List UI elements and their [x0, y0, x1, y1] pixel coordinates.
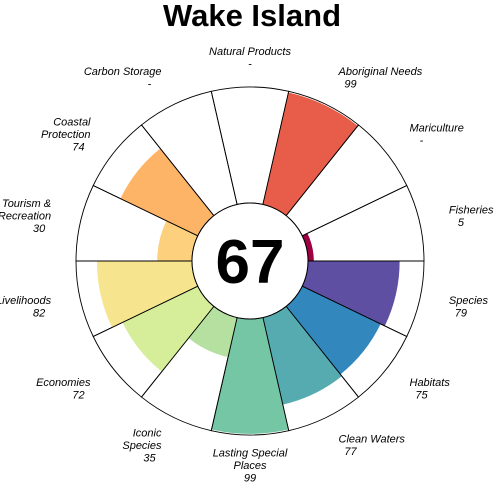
petal-name-economies: Economies	[36, 377, 91, 389]
petal-value-tourism-recreation: 30	[33, 223, 46, 235]
petal-value-clean-waters: 77	[344, 446, 357, 458]
petal-label-lasting-special-places: Lasting Special Places 99	[213, 448, 288, 485]
petal-name-iconic-species: Species	[122, 440, 162, 452]
petal-name-coastal-protection: Coastal	[53, 116, 91, 128]
petal-fill-fisheries	[302, 233, 314, 261]
petal-fill-coastal-protection	[120, 148, 214, 236]
petal-name-mariculture: Mariculture	[410, 123, 464, 135]
petal-name-fisheries: Fisheries	[449, 204, 494, 216]
chart-title: Wake Island	[163, 0, 341, 33]
petal-name-livelihoods: Livelihoods	[0, 295, 52, 307]
petal-name-clean-waters: Clean Waters	[339, 434, 406, 446]
petal-value-carbon-storage: -	[148, 79, 152, 91]
petal-name-lasting-special-places: Lasting Special	[213, 448, 288, 460]
petal-value-coastal-protection: 74	[72, 141, 84, 153]
petal-name-coastal-protection: Protection	[41, 129, 91, 141]
petal-label-coastal-protection: Coastal Protection 74	[41, 116, 91, 153]
petal-fill-tourism-recreation	[157, 220, 198, 261]
petal-value-lasting-special-places: 99	[244, 473, 256, 485]
petal-name-iconic-species: Iconic	[133, 427, 162, 439]
petal-name-habitats: Habitats	[410, 377, 451, 389]
petal-label-tourism-recreation: Tourism & Recreation 30	[0, 198, 51, 235]
petal-value-fisheries: 5	[458, 217, 465, 229]
petal-value-economies: 72	[72, 389, 84, 401]
petal-label-economies: Economies 72	[36, 377, 91, 402]
petal-label-clean-waters: Clean Waters 77	[339, 434, 406, 459]
overall-score: 67	[216, 228, 285, 297]
petal-fill-iconic-species	[188, 306, 238, 358]
petal-label-species: Species 79	[449, 295, 489, 320]
petal-value-species: 79	[455, 308, 467, 320]
petal-value-iconic-species: 35	[143, 452, 156, 464]
petal-label-natural-products: Natural Products -	[209, 46, 291, 71]
petal-fill-aboriginal-needs	[262, 92, 358, 216]
petal-value-aboriginal-needs: 99	[344, 79, 356, 91]
petal-name-carbon-storage: Carbon Storage	[84, 66, 162, 78]
petal-label-habitats: Habitats 75	[410, 377, 451, 402]
petal-fill-habitats	[286, 286, 381, 375]
petal-name-lasting-special-places: Places	[233, 460, 267, 472]
petal-label-fisheries: Fisheries 5	[449, 204, 494, 229]
petal-name-species: Species	[449, 295, 489, 307]
petal-name-tourism-recreation: Recreation	[0, 211, 51, 223]
petal-label-aboriginal-needs: Aboriginal Needs 99	[338, 66, 423, 91]
petal-value-habitats: 75	[415, 389, 428, 401]
petal-fill-economies	[122, 286, 214, 372]
petal-label-carbon-storage: Carbon Storage -	[84, 66, 162, 91]
petals-group	[75, 86, 425, 436]
petal-outline-fisheries	[301, 184, 425, 262]
petal-value-livelihoods: 82	[33, 308, 45, 320]
petal-label-mariculture: Mariculture -	[410, 123, 464, 148]
petal-fill-clean-waters	[262, 306, 342, 405]
petal-value-natural-products: -	[248, 58, 252, 70]
petal-value-mariculture: -	[420, 135, 424, 147]
petal-label-iconic-species: Iconic Species 35	[122, 427, 162, 464]
petal-label-livelihoods: Livelihoods 82	[0, 295, 52, 320]
petal-name-natural-products: Natural Products	[209, 46, 291, 58]
petal-name-aboriginal-needs: Aboriginal Needs	[338, 66, 423, 78]
center-circle	[191, 202, 309, 320]
petal-labels-group: Natural Products -Aboriginal Needs 99Maric…	[0, 46, 494, 485]
petal-fill-species	[302, 261, 400, 326]
petal-fill-livelihoods	[96, 261, 198, 328]
petal-name-tourism-recreation: Tourism &	[2, 198, 51, 210]
